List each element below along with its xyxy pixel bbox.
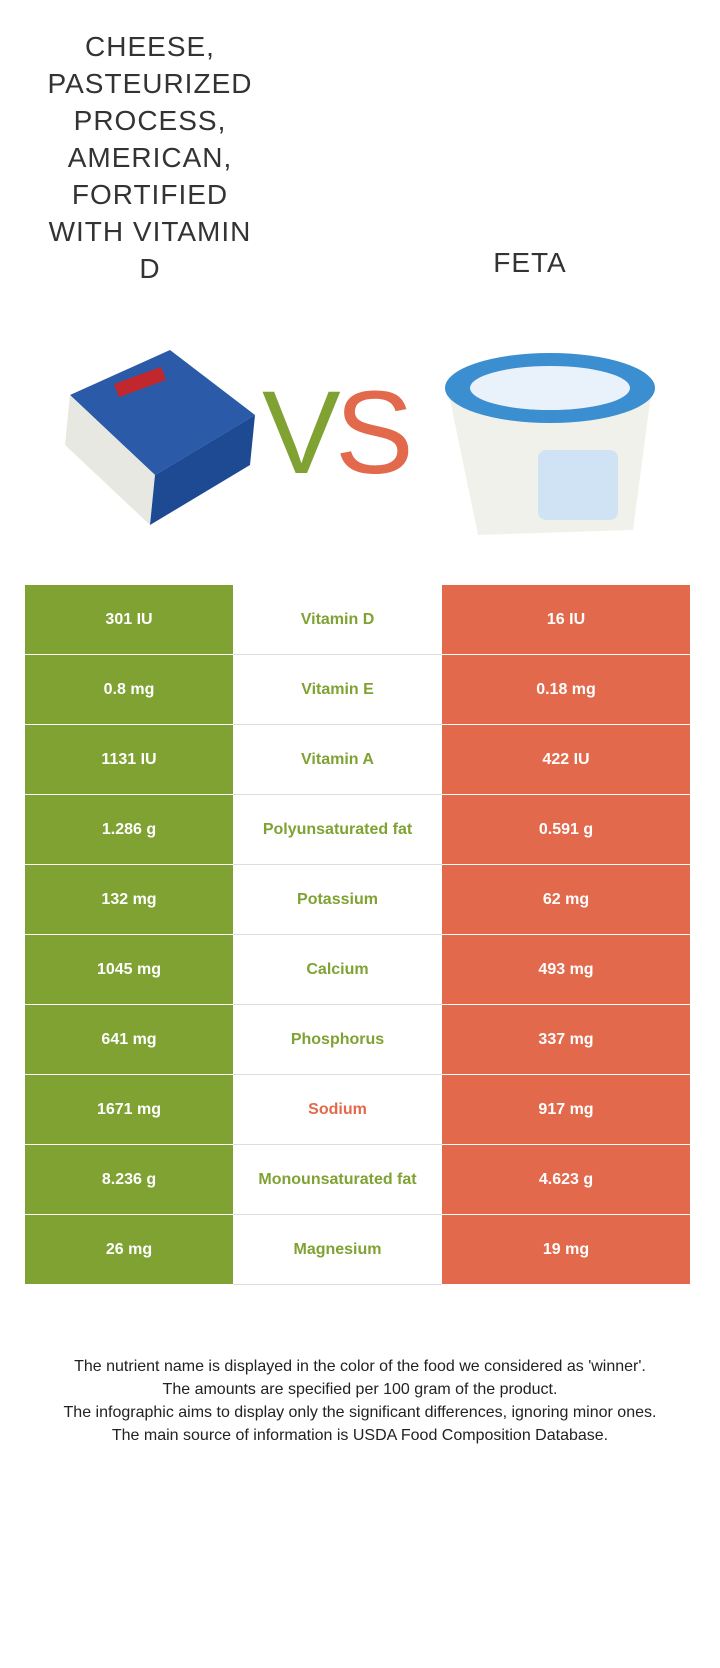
table-row: 1131 IU Vitamin A 422 IU (25, 725, 690, 795)
table-row: 1.286 g Polyunsaturated fat 0.591 g (25, 795, 690, 865)
left-value: 1671 mg (25, 1075, 233, 1145)
nutrient-name: Monounsaturated fat (233, 1145, 442, 1215)
cheese-image (65, 350, 255, 525)
table-row: 1045 mg Calcium 493 mg (25, 935, 690, 1005)
left-value: 1045 mg (25, 935, 233, 1005)
footer-note: The infographic aims to display only the… (63, 1404, 657, 1421)
right-value: 917 mg (442, 1075, 690, 1145)
left-value: 641 mg (25, 1005, 233, 1075)
right-title: FETA (493, 247, 567, 278)
right-value: 493 mg (442, 935, 690, 1005)
table-row: 1671 mg Sodium 917 mg (25, 1075, 690, 1145)
nutrient-name: Vitamin E (233, 655, 442, 725)
right-value: 337 mg (442, 1005, 690, 1075)
left-title: CHEESE, PASTEURIZED PROCESS, AMERICAN, F… (47, 31, 253, 284)
left-value: 1131 IU (25, 725, 233, 795)
nutrient-name: Sodium (233, 1075, 442, 1145)
table-row: 8.236 g Monounsaturated fat 4.623 g (25, 1145, 690, 1215)
comparison-table: 301 IU Vitamin D 16 IU 0.8 mg Vitamin E 0.18 … (25, 585, 690, 1285)
nutrient-name: Magnesium (233, 1215, 442, 1285)
vs-s: S (335, 367, 414, 499)
left-value: 8.236 g (25, 1145, 233, 1215)
left-value: 0.8 mg (25, 655, 233, 725)
nutrient-name: Vitamin D (233, 585, 442, 655)
left-value: 1.286 g (25, 795, 233, 865)
left-value: 26 mg (25, 1215, 233, 1285)
nutrient-name: Vitamin A (233, 725, 442, 795)
table-row: 26 mg Magnesium 19 mg (25, 1215, 690, 1285)
right-value: 0.591 g (442, 795, 690, 865)
nutrient-name: Phosphorus (233, 1005, 442, 1075)
feta-image (445, 353, 655, 535)
vs-v: V (262, 367, 341, 499)
right-value: 422 IU (442, 725, 690, 795)
right-value: 19 mg (442, 1215, 690, 1285)
right-value: 62 mg (442, 865, 690, 935)
table-row: 301 IU Vitamin D 16 IU (25, 585, 690, 655)
left-value: 301 IU (25, 585, 233, 655)
table-row: 132 mg Potassium 62 mg (25, 865, 690, 935)
footer-note: The main source of information is USDA F… (111, 1427, 609, 1444)
nutrient-name: Polyunsaturated fat (233, 795, 442, 865)
right-value: 16 IU (442, 585, 690, 655)
footer-note: The amounts are specified per 100 gram o… (162, 1381, 558, 1398)
footer: The nutrient name is displayed in the co… (50, 1355, 670, 1447)
footer-note: The nutrient name is displayed in the co… (74, 1358, 646, 1375)
table-row: 641 mg Phosphorus 337 mg (25, 1005, 690, 1075)
left-value: 132 mg (25, 865, 233, 935)
right-value: 0.18 mg (442, 655, 690, 725)
nutrient-name: Calcium (233, 935, 442, 1005)
nutrient-name: Potassium (233, 865, 442, 935)
right-value: 4.623 g (442, 1145, 690, 1215)
table-row: 0.8 mg Vitamin E 0.18 mg (25, 655, 690, 725)
